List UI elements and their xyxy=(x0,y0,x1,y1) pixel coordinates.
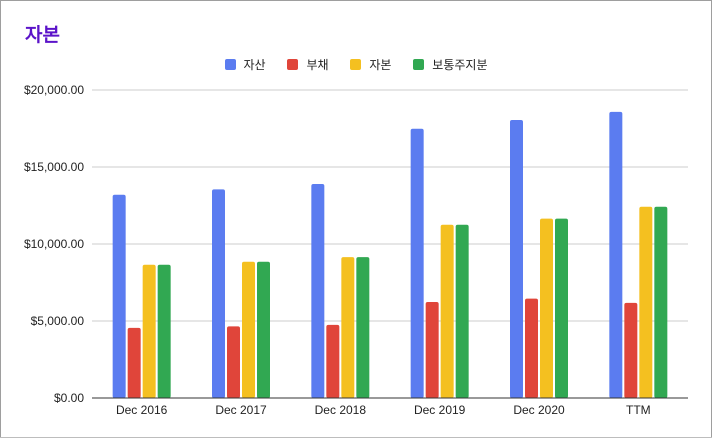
bar xyxy=(257,261,270,398)
chart-title: 자본 xyxy=(25,24,60,46)
bottom-divider xyxy=(0,437,712,438)
y-tick-label: $15,000.00 xyxy=(24,160,84,174)
bar xyxy=(639,206,653,398)
legend-label: 자본 xyxy=(369,58,392,72)
legend-label: 자산 xyxy=(243,58,266,72)
bar xyxy=(142,264,156,398)
bar xyxy=(157,264,171,398)
bar xyxy=(356,257,370,398)
x-tick-label: Dec 2017 xyxy=(215,403,267,417)
bar xyxy=(510,120,523,398)
bar xyxy=(227,326,240,398)
bar xyxy=(525,298,538,398)
legend-item-assets[interactable]: 자산 xyxy=(224,56,266,73)
bar xyxy=(609,111,623,399)
legend-swatch xyxy=(413,59,425,70)
legend-label: 보통주지분 xyxy=(432,58,488,72)
y-tick-label: $20,000.00 xyxy=(24,83,84,97)
bar xyxy=(540,218,553,398)
chart-legend: 자산 부채 자본 보통주지분 xyxy=(0,56,712,73)
legend-swatch xyxy=(287,59,299,70)
legend-swatch xyxy=(224,59,236,70)
bar xyxy=(326,324,340,398)
bar xyxy=(242,261,255,398)
bar xyxy=(425,302,439,398)
legend-label: 부채 xyxy=(306,58,329,72)
x-tick-label: Dec 2016 xyxy=(116,403,168,417)
y-tick-label: $0.00 xyxy=(54,391,84,405)
legend-item-equity[interactable]: 자본 xyxy=(350,56,391,73)
y-tick-label: $10,000.00 xyxy=(24,237,84,251)
bar xyxy=(455,224,469,398)
bar xyxy=(112,194,126,398)
y-tick-label: $5,000.00 xyxy=(31,314,85,328)
x-tick-label: TTM xyxy=(626,403,651,417)
x-tick-label: Dec 2020 xyxy=(513,403,565,417)
bar xyxy=(127,327,141,398)
x-tick-label: Dec 2018 xyxy=(315,403,367,417)
x-tick-label: Dec 2019 xyxy=(414,403,466,417)
bar xyxy=(410,128,424,399)
bar xyxy=(341,257,355,398)
legend-swatch xyxy=(350,59,362,70)
bar xyxy=(555,218,568,398)
bar xyxy=(440,224,454,398)
bar xyxy=(624,302,638,398)
bar xyxy=(654,206,668,398)
legend-item-common-equity[interactable]: 보통주지분 xyxy=(413,56,487,73)
bar xyxy=(311,183,325,398)
bar xyxy=(212,189,225,398)
legend-item-liabilities[interactable]: 부채 xyxy=(287,56,329,73)
